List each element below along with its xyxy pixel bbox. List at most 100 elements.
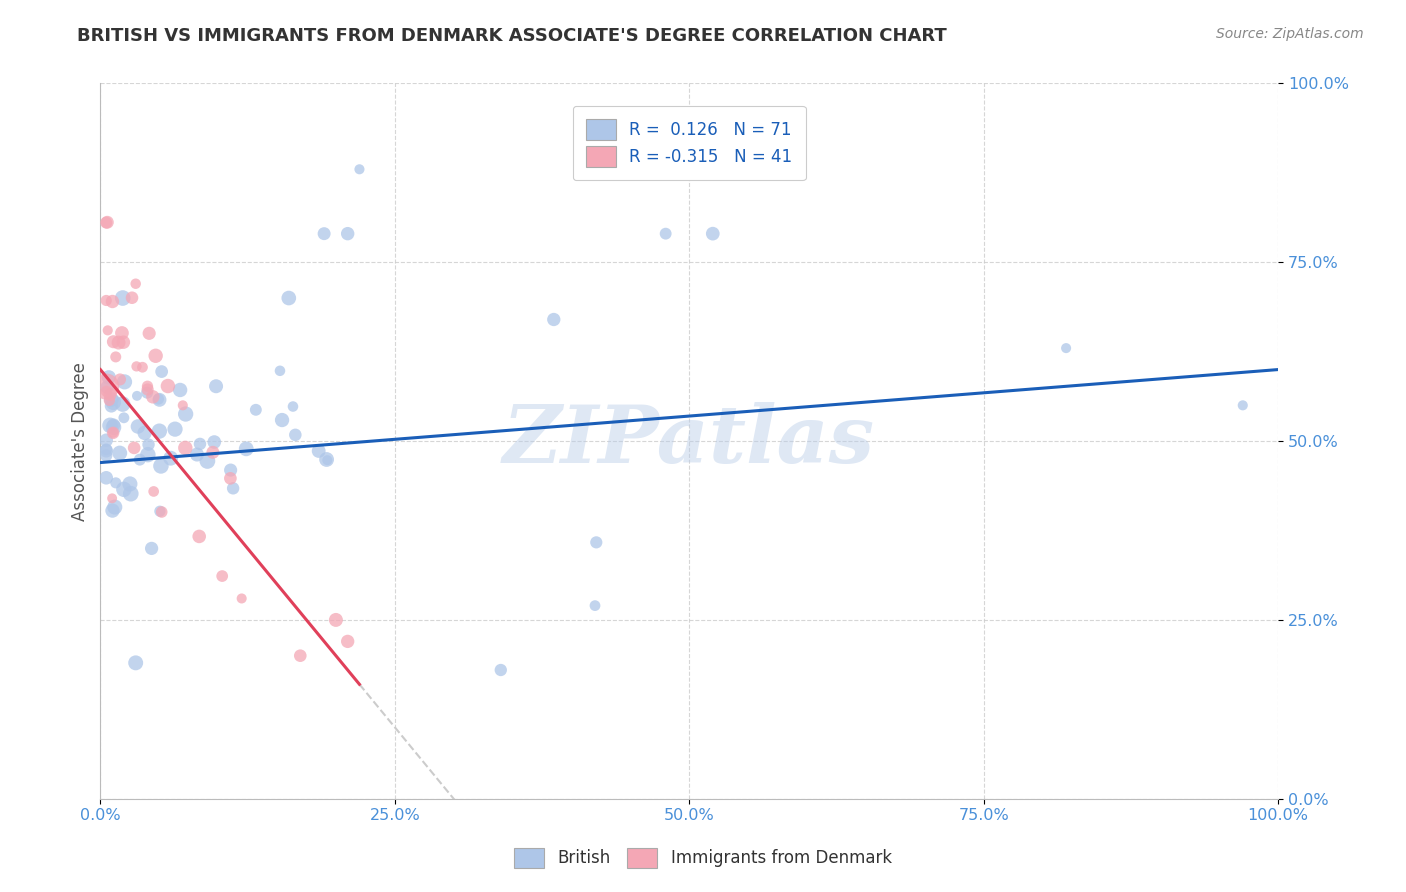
Point [112, 335, 135, 350]
Point [96, 443, 118, 458]
Point [349, 162, 371, 177]
Point [202, 435, 225, 450]
Point [101, 503, 124, 517]
Point [142, 390, 165, 404]
Point [114, 375, 136, 389]
Point [96, 442, 118, 457]
Point [149, 458, 172, 473]
Point [108, 446, 131, 460]
Point [585, 535, 607, 549]
Point [97, 323, 120, 337]
Text: BRITISH VS IMMIGRANTS FROM DENMARK ASSOCIATE'S DEGREE CORRELATION CHART: BRITISH VS IMMIGRANTS FROM DENMARK ASSOC… [77, 27, 948, 45]
Point [136, 448, 159, 462]
Point [702, 227, 724, 241]
Point [131, 360, 153, 375]
Point [128, 452, 150, 467]
Point [111, 397, 134, 411]
Point [111, 291, 134, 305]
Point [112, 483, 135, 497]
Point [149, 504, 172, 518]
Point [1232, 398, 1254, 412]
Point [290, 648, 312, 663]
Point [159, 451, 181, 466]
Point [336, 227, 359, 241]
Point [186, 448, 208, 462]
Point [219, 471, 242, 485]
Point [96, 293, 118, 308]
Point [150, 505, 173, 519]
Point [112, 410, 135, 425]
Point [120, 486, 142, 500]
Point [316, 453, 339, 467]
Point [96, 434, 118, 448]
Point [103, 417, 125, 432]
Point [122, 441, 145, 455]
Point [104, 475, 127, 490]
Point [100, 392, 122, 407]
Point [235, 442, 257, 456]
Point [136, 385, 159, 400]
Point [205, 379, 228, 393]
Point [136, 379, 159, 393]
Legend: British, Immigrants from Denmark: British, Immigrants from Denmark [508, 841, 898, 875]
Point [127, 419, 149, 434]
Point [489, 663, 512, 677]
Point [315, 452, 337, 467]
Point [188, 529, 211, 543]
Point [96, 449, 118, 463]
Point [125, 359, 148, 374]
Point [138, 437, 160, 451]
Point [98, 387, 121, 401]
Point [98, 418, 121, 433]
Point [103, 334, 125, 349]
Point [174, 441, 197, 455]
Point [277, 291, 299, 305]
Point [271, 413, 294, 427]
Point [125, 656, 148, 670]
Point [125, 277, 148, 291]
Point [138, 326, 160, 341]
Point [336, 634, 359, 648]
Point [111, 326, 134, 340]
Y-axis label: Associate's Degree: Associate's Degree [72, 361, 89, 521]
Point [172, 398, 194, 412]
Point [231, 591, 253, 606]
Point [134, 425, 156, 440]
Point [96, 215, 118, 229]
Text: ZIPatlas: ZIPatlas [503, 402, 876, 480]
Point [108, 372, 131, 386]
Point [104, 500, 127, 514]
Point [281, 400, 304, 414]
Point [150, 365, 173, 379]
Point [145, 349, 167, 363]
Point [269, 364, 291, 378]
Point [201, 445, 224, 459]
Point [96, 216, 118, 230]
Point [142, 484, 165, 499]
Point [654, 227, 676, 241]
Point [156, 379, 179, 393]
Point [104, 350, 127, 364]
Point [136, 383, 159, 397]
Point [100, 399, 122, 413]
Point [188, 437, 211, 451]
Point [103, 420, 125, 434]
Point [543, 312, 565, 326]
Point [148, 392, 170, 406]
Text: Source: ZipAtlas.com: Source: ZipAtlas.com [1216, 27, 1364, 41]
Point [219, 463, 242, 477]
Point [1054, 341, 1077, 355]
Point [121, 291, 143, 305]
Point [103, 425, 125, 440]
Point [583, 599, 606, 613]
Point [103, 395, 125, 409]
Point [96, 379, 118, 393]
Legend: R =  0.126   N = 71, R = -0.315   N = 41: R = 0.126 N = 71, R = -0.315 N = 41 [572, 106, 806, 180]
Point [98, 393, 121, 408]
Point [101, 294, 124, 309]
Point [148, 424, 170, 438]
Point [222, 481, 245, 495]
Point [141, 541, 163, 556]
Point [245, 402, 267, 417]
Point [107, 335, 129, 350]
